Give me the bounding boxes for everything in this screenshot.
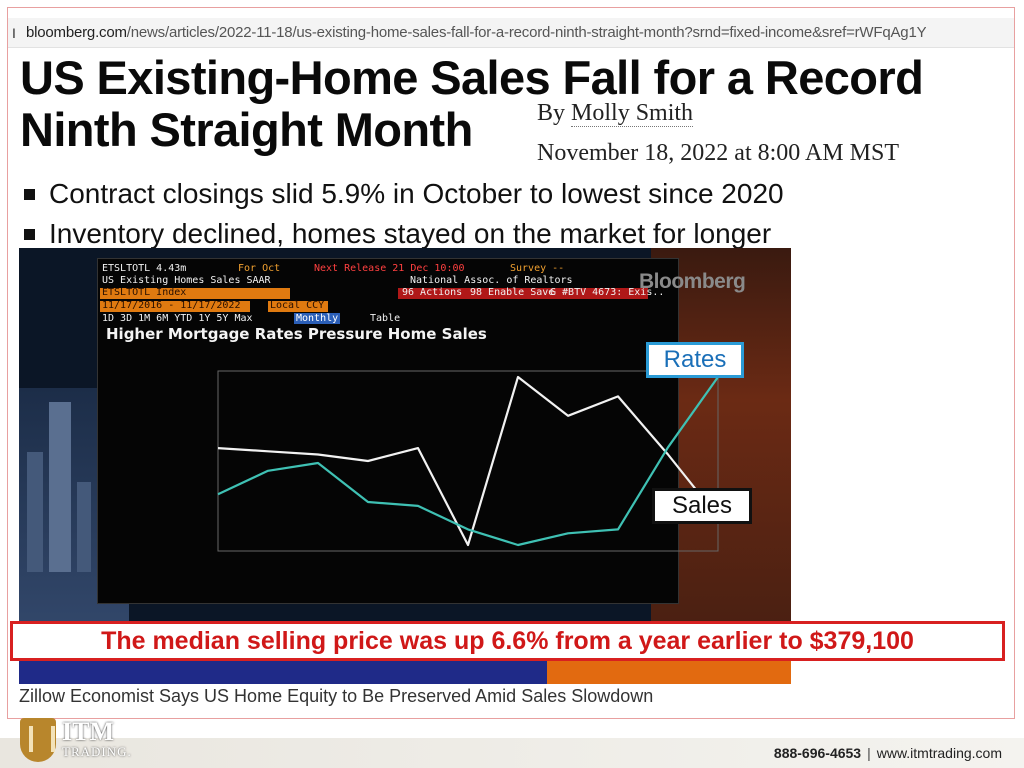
video-caption[interactable]: Zillow Economist Says US Home Equity to … — [19, 686, 654, 706]
terminal-survey: Survey -- — [510, 263, 565, 274]
date-range-field[interactable] — [100, 301, 250, 312]
terminal-enable-save[interactable]: 98 Enable Save — [470, 287, 555, 298]
terminal-btv[interactable]: G #BTV 4673: Exis.. — [550, 287, 665, 298]
terminal-frequency[interactable]: Monthly — [294, 313, 341, 324]
website-link[interactable]: www.itmtrading.com — [876, 745, 1002, 761]
article-headline: US Existing-Home Sales Fall for a Record… — [20, 52, 1010, 156]
series-line-sales — [217, 375, 719, 547]
terminal-dates: 11/17/2016 - 11/17/2022 — [102, 300, 241, 311]
author-link[interactable]: Molly Smith — [571, 100, 694, 127]
bloomberg-terminal-screen: ETSLTOTL 4.43m For Oct Next Release 21 D… — [97, 258, 719, 604]
terminal-ticker: ETSLTOTL 4.43m — [102, 263, 187, 274]
url-domain: bloomberg.com — [26, 24, 127, 41]
video-player[interactable]: ETSLTOTL 4.43m For Oct Next Release 21 D… — [19, 248, 791, 684]
bullet-square-icon — [24, 188, 35, 200]
plot-frame — [217, 370, 719, 552]
terminal-chart-title: Higher Mortgage Rates Pressure Home Sale… — [106, 325, 487, 343]
itm-trading-logo[interactable]: ITM TRADING. — [20, 716, 132, 764]
footer-bar: 888-696-4653 | www.itmtrading.com — [0, 738, 1024, 768]
byline-prefix: By — [537, 100, 572, 126]
byline: By Molly Smith — [537, 100, 694, 127]
action-bar[interactable] — [398, 288, 648, 299]
bullet-text: Contract closings slid 5.9% in October t… — [49, 178, 784, 209]
line-chart — [217, 370, 719, 552]
series-line-rates — [217, 376, 719, 547]
terminal-index-label: ETSLTOTL Index — [102, 287, 187, 298]
headline-line-1: US Existing-Home Sales Fall for a Record — [20, 51, 924, 104]
security-field[interactable] — [100, 288, 290, 299]
terminal-periods[interactable]: 1D 3D 1M 6M YTD 1Y 5Y Max — [102, 313, 253, 324]
text-cursor-icon: I — [12, 24, 16, 41]
news-ticker-bar — [19, 660, 791, 684]
phone-number[interactable]: 888-696-4653 — [773, 745, 862, 761]
headline-line-2: Ninth Straight Month — [20, 103, 473, 156]
url-text[interactable]: bloomberg.com/news/articles/2022-11-18/u… — [26, 24, 926, 41]
bullet-square-icon — [24, 228, 35, 240]
highlight-banner: The median selling price was up 6.6% fro… — [10, 621, 1005, 661]
address-bar[interactable]: I bloomberg.com/news/articles/2022-11-18… — [8, 18, 1014, 48]
terminal-local: Local CCY — [270, 300, 325, 311]
contact-info: 888-696-4653 | www.itmtrading.com — [774, 745, 1002, 761]
ticker-orange-segment — [547, 660, 791, 684]
currency-field[interactable] — [268, 301, 328, 312]
bullet-text: Inventory declined, homes stayed on the … — [49, 218, 772, 249]
terminal-for-label: For Oct — [238, 263, 281, 274]
separator: | — [867, 745, 871, 761]
terminal-table[interactable]: Table — [370, 313, 401, 324]
summary-bullets: Contract closings slid 5.9% in October t… — [20, 174, 1010, 254]
ticker-blue-segment — [19, 660, 547, 684]
rates-callout: Rates — [646, 342, 744, 378]
bloomberg-logo: Bloomberg — [639, 270, 746, 293]
terminal-source: National Assoc. of Realtors — [410, 275, 573, 286]
list-item: Contract closings slid 5.9% in October t… — [20, 174, 1010, 214]
list-item: Inventory declined, homes stayed on the … — [20, 214, 1010, 254]
terminal-series-name: US Existing Homes Sales SAAR — [102, 275, 271, 286]
terminal-next-release: Next Release 21 Dec 10:00 — [314, 263, 465, 274]
logo-subtitle: TRADING. — [62, 744, 132, 759]
url-path: /news/articles/2022-11-18/us-existing-ho… — [126, 24, 927, 41]
publish-date: November 18, 2022 at 8:00 AM MST — [537, 140, 899, 166]
logo-title: ITM — [62, 717, 114, 746]
column-emblem-icon — [20, 718, 56, 762]
terminal-actions[interactable]: 96 Actions — [402, 287, 463, 298]
sales-callout: Sales — [652, 488, 752, 524]
